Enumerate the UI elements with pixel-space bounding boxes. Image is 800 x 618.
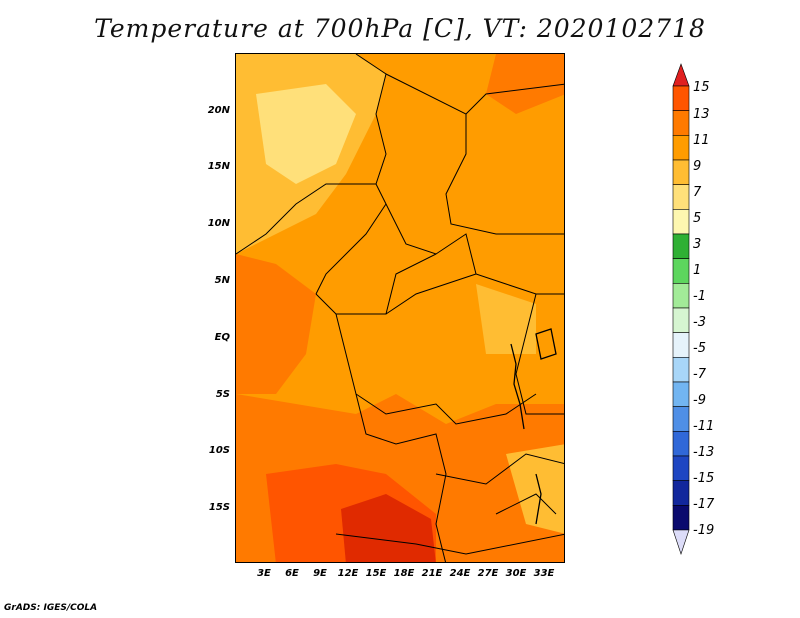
lon-label-24e: 24E bbox=[449, 568, 471, 579]
colorbar-swatch bbox=[672, 209, 690, 235]
colorbar-swatch bbox=[672, 357, 690, 383]
map-panel bbox=[235, 53, 565, 563]
grads-credit: GrADS: IGES/COLA bbox=[4, 603, 98, 613]
lat-label-eq: EQ bbox=[214, 332, 230, 343]
lon-label-12e: 12E bbox=[337, 568, 359, 579]
country-borders bbox=[236, 54, 564, 562]
temperature-map bbox=[236, 54, 564, 562]
colorbar-label: -15 bbox=[693, 471, 715, 486]
colorbar-swatch bbox=[672, 283, 690, 309]
lat-label-15n: 15N bbox=[207, 161, 230, 172]
field-coolest-nw bbox=[256, 84, 356, 184]
colorbar-swatch bbox=[672, 505, 690, 531]
lon-label-15e: 15E bbox=[365, 568, 387, 579]
lon-label-33e: 33E bbox=[533, 568, 555, 579]
chart-title: Temperature at 700hPa [C], VT: 202010271… bbox=[94, 14, 706, 43]
lon-label-9e: 9E bbox=[313, 568, 327, 579]
lat-label-10n: 10N bbox=[207, 218, 230, 229]
colorbar-label: 15 bbox=[693, 80, 710, 95]
colorbar bbox=[672, 63, 690, 555]
lat-label-10s: 10S bbox=[208, 445, 230, 456]
colorbar-swatch bbox=[672, 184, 690, 210]
colorbar-bottom-triangle bbox=[672, 529, 690, 555]
colorbar-swatch bbox=[672, 233, 690, 259]
colorbar-label: -5 bbox=[693, 341, 706, 356]
colorbar-swatch bbox=[672, 455, 690, 481]
colorbar-label: 5 bbox=[693, 211, 702, 226]
colorbar-swatch bbox=[672, 159, 690, 185]
colorbar-label: 13 bbox=[693, 107, 710, 122]
field-warm-ne bbox=[486, 54, 564, 114]
colorbar-label: -1 bbox=[693, 289, 706, 304]
colorbar-label: 9 bbox=[693, 159, 702, 174]
colorbar-swatch bbox=[672, 135, 690, 161]
colorbar-label: 3 bbox=[693, 237, 702, 252]
colorbar-swatch bbox=[672, 431, 690, 457]
lat-label-5n: 5N bbox=[214, 275, 230, 286]
lon-label-18e: 18E bbox=[393, 568, 415, 579]
colorbar-swatch bbox=[672, 381, 690, 407]
field-cool-se bbox=[506, 444, 564, 534]
lon-label-21e: 21E bbox=[421, 568, 443, 579]
lon-label-3e: 3E bbox=[257, 568, 271, 579]
colorbar-label: -11 bbox=[693, 419, 715, 434]
colorbar-label: 1 bbox=[693, 263, 702, 278]
field-warm-coast bbox=[236, 254, 316, 394]
colorbar-swatch bbox=[672, 110, 690, 136]
colorbar-swatch bbox=[672, 258, 690, 284]
colorbar-label: 7 bbox=[693, 185, 702, 200]
colorbar-label: -19 bbox=[693, 523, 715, 538]
colorbar-top-triangle bbox=[672, 63, 690, 87]
lat-label-20n: 20N bbox=[207, 105, 230, 116]
lon-label-27e: 27E bbox=[477, 568, 499, 579]
lat-label-15s: 15S bbox=[208, 502, 230, 513]
colorbar-label: -13 bbox=[693, 445, 715, 460]
colorbar-label: -9 bbox=[693, 393, 706, 408]
lon-label-30e: 30E bbox=[505, 568, 527, 579]
field-hottest-south bbox=[341, 494, 436, 562]
colorbar-label: -3 bbox=[693, 315, 706, 330]
lon-label-6e: 6E bbox=[285, 568, 299, 579]
colorbar-label: 11 bbox=[693, 133, 710, 148]
colorbar-swatch bbox=[672, 85, 690, 111]
colorbar-swatch bbox=[672, 307, 690, 333]
colorbar-swatch bbox=[672, 480, 690, 506]
colorbar-label: -17 bbox=[693, 497, 715, 512]
lat-label-5s: 5S bbox=[215, 389, 230, 400]
field-cool-east bbox=[476, 284, 536, 354]
colorbar-swatch bbox=[672, 332, 690, 358]
lakes bbox=[510, 328, 557, 525]
colorbar-label: -7 bbox=[693, 367, 706, 382]
colorbar-swatch bbox=[672, 406, 690, 432]
